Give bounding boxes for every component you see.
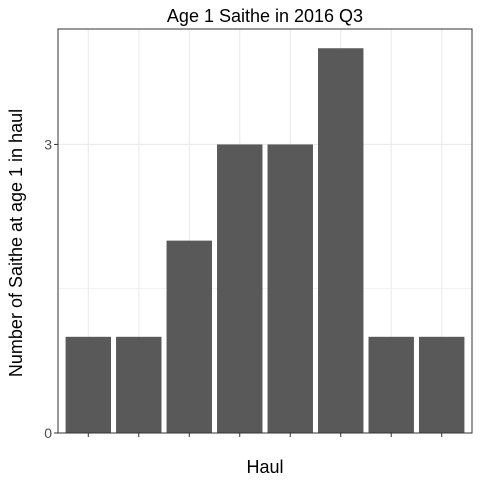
y-axis: 03 [44, 136, 58, 441]
bar [267, 144, 313, 433]
y-tick-label: 3 [44, 136, 52, 152]
chart-title: Age 1 Saithe in 2016 Q3 [167, 6, 363, 26]
bar [418, 336, 465, 433]
bar [368, 336, 414, 433]
panel-border [57, 28, 473, 434]
bar [217, 144, 263, 433]
bars [65, 48, 465, 433]
y-tick-label: 0 [44, 425, 52, 441]
bar [318, 48, 364, 433]
x-axis-title: Haul [246, 457, 283, 477]
y-axis-title: Number of Saithe at age 1 in haul [6, 109, 26, 377]
bar [65, 336, 112, 433]
bar [166, 240, 212, 433]
bar [116, 336, 162, 433]
x-axis [87, 433, 443, 437]
